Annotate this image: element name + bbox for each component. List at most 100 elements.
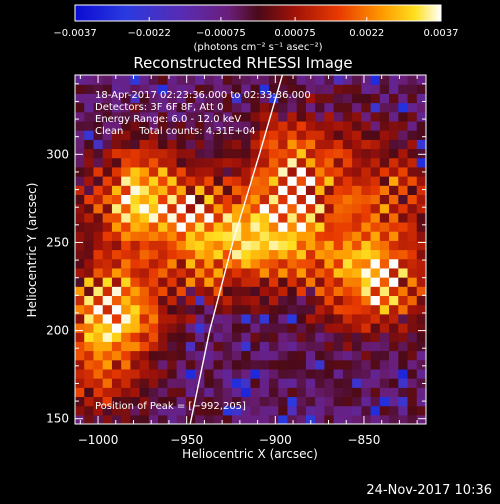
heatmap-cell — [213, 387, 224, 398]
heatmap-cell — [222, 120, 233, 131]
heatmap-cell — [93, 359, 104, 370]
heatmap-cell — [268, 350, 279, 361]
heatmap-cell — [167, 120, 178, 131]
heatmap-cell — [130, 75, 141, 85]
heatmap-cell — [407, 277, 418, 287]
heatmap-cell — [241, 102, 252, 113]
heatmap-cell — [287, 332, 298, 342]
heatmap-cell — [93, 258, 104, 269]
heatmap-cell — [296, 130, 307, 140]
heatmap-cell — [102, 277, 113, 287]
heatmap-cell — [185, 240, 196, 251]
heatmap-cell — [148, 93, 159, 104]
heatmap-cell — [416, 203, 426, 214]
heatmap-cell — [389, 120, 399, 131]
heatmap-cell — [232, 359, 242, 370]
heatmap-cell — [324, 405, 335, 416]
heatmap-cell — [84, 267, 95, 278]
heatmap-cell — [379, 111, 390, 122]
heatmap-cell — [241, 313, 252, 324]
heatmap-cell — [315, 396, 325, 407]
heatmap-cell — [315, 350, 325, 361]
heatmap-cell — [213, 295, 224, 306]
heatmap-cell — [75, 231, 85, 241]
heatmap-cell — [130, 350, 141, 361]
heatmap-cell — [111, 304, 122, 315]
heatmap-cell — [176, 120, 187, 131]
heatmap-cell — [148, 258, 159, 269]
heatmap-cell — [305, 368, 316, 379]
heatmap-cell — [195, 166, 205, 177]
heatmap-cell — [259, 166, 270, 177]
heatmap-cell — [379, 396, 390, 407]
heatmap-cell — [204, 148, 215, 159]
heatmap-cell — [250, 93, 261, 104]
heatmap-cell — [102, 368, 113, 379]
heatmap-cell — [305, 203, 316, 214]
heatmap-cell — [287, 203, 298, 214]
heatmap-cell — [278, 249, 289, 260]
heatmap-cell — [398, 139, 409, 150]
heatmap-cell — [176, 304, 187, 315]
heatmap-cell — [195, 148, 205, 159]
heatmap-cell — [176, 322, 187, 333]
heatmap-cell — [416, 249, 426, 260]
heatmap-cell — [379, 341, 390, 352]
heatmap-cell — [333, 240, 344, 251]
heatmap-cell — [232, 93, 242, 104]
heatmap-cell — [259, 102, 270, 113]
heatmap-cell — [342, 368, 353, 379]
heatmap-cell — [361, 130, 372, 140]
heatmap-cell — [333, 277, 344, 287]
heatmap-cell — [84, 332, 95, 342]
heatmap-cell — [102, 185, 113, 195]
heatmap-cell — [370, 194, 381, 205]
heatmap-cell — [278, 221, 289, 232]
heatmap-cell — [167, 75, 178, 85]
heatmap-cell — [222, 84, 233, 94]
heatmap-cell — [370, 166, 381, 177]
heatmap-cell — [278, 130, 289, 140]
heatmap-cell — [398, 93, 409, 104]
heatmap-cell — [148, 75, 159, 85]
heatmap-cell — [398, 378, 409, 388]
heatmap-cell — [324, 341, 335, 352]
heatmap-cell — [352, 313, 362, 324]
heatmap-cell — [195, 84, 205, 94]
heatmap-cell — [305, 120, 316, 131]
heatmap-cell — [130, 130, 141, 140]
heatmap-cell — [324, 120, 335, 131]
heatmap-cell — [241, 212, 252, 223]
y-tick-label: 150 — [46, 412, 69, 426]
heatmap-cell — [93, 166, 104, 177]
heatmap-cell — [352, 185, 362, 195]
heatmap-cell — [121, 304, 132, 315]
heatmap-cell — [222, 277, 233, 287]
heatmap-cell — [250, 166, 261, 177]
heatmap-cell — [259, 176, 270, 186]
heatmap-cell — [241, 396, 252, 407]
heatmap-cell — [222, 176, 233, 186]
heatmap-cell — [111, 249, 122, 260]
heatmap-cell — [111, 332, 122, 342]
heatmap-cell — [315, 313, 325, 324]
heatmap-cell — [111, 102, 122, 113]
heatmap-cell — [342, 212, 353, 223]
heatmap-cell — [204, 277, 215, 287]
heatmap-cell — [305, 313, 316, 324]
heatmap-cell — [296, 368, 307, 379]
heatmap-cell — [111, 194, 122, 205]
heatmap-cell — [185, 176, 196, 186]
heatmap-cell — [324, 185, 335, 195]
heatmap-cell — [278, 93, 289, 104]
heatmap-cell — [222, 148, 233, 159]
heatmap-cell — [130, 166, 141, 177]
heatmap-cell — [259, 286, 270, 297]
heatmap-cell — [324, 267, 335, 278]
heatmap-cell — [361, 212, 372, 223]
heatmap-cell — [167, 203, 178, 214]
heatmap-cell — [342, 286, 353, 297]
heatmap-cell — [213, 341, 224, 352]
heatmap-cell — [185, 84, 196, 94]
